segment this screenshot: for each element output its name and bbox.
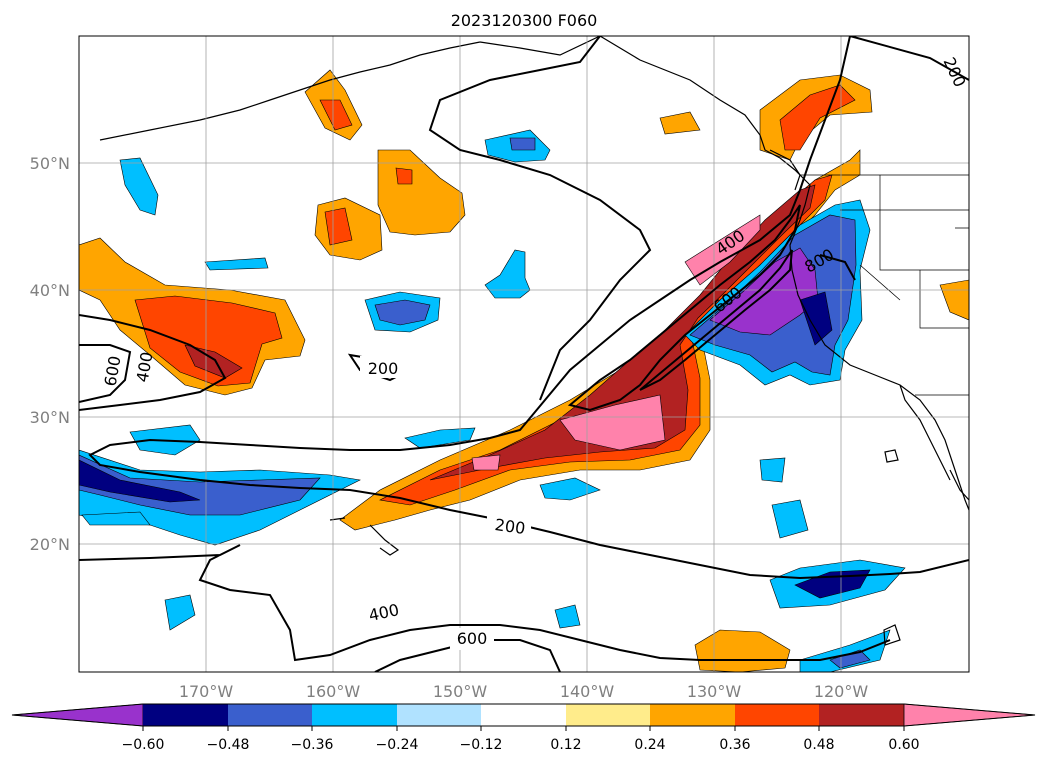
colorbar-tick-label: 0.36 [719, 737, 750, 753]
coastline-aleutians [99, 41, 481, 141]
coastline-baja [899, 384, 951, 481]
contour-400-west [79, 314, 227, 411]
contour-200-main [88, 36, 969, 580]
positive-region-river-max [559, 394, 666, 451]
border-states [840, 175, 969, 329]
lon-tick-label: 170°W [179, 682, 234, 701]
positive-region-river-max-north [684, 214, 761, 286]
negative-region-central-core [374, 299, 431, 326]
colorbar-segment [397, 704, 481, 726]
negative-region-north-core [509, 137, 536, 151]
lon-tick-label: 120°W [814, 682, 869, 701]
positive-region-gulf-core [395, 167, 413, 185]
colorbar-tick-label: 0.60 [888, 737, 919, 753]
coastline-south-islands [883, 624, 901, 646]
lat-tick-label: 50°N [30, 154, 70, 173]
negative-region-south-small-2 [539, 477, 601, 501]
colorbar-tick-label: −0.24 [376, 737, 419, 753]
contour-label: 600 [457, 629, 488, 648]
lat-tick-label: 20°N [30, 535, 70, 554]
colorbar-tick-label: −0.36 [291, 737, 334, 753]
colorbar-segment [481, 704, 566, 726]
lon-tick-label: 160°W [306, 682, 361, 701]
lat-tick-label: 30°N [30, 408, 70, 427]
positive-region-mid-core [324, 207, 353, 246]
negative-region-southwest-mid [79, 454, 321, 516]
colorbar-segment [819, 704, 904, 726]
lon-tick-label: 150°W [433, 682, 488, 701]
colorbar-segment [566, 704, 650, 726]
height-contours [79, 36, 969, 672]
contour-label: 200 [368, 359, 399, 378]
contour-600-west [79, 344, 132, 403]
contour-400-jet [567, 204, 801, 412]
negative-region-south-small-1 [759, 457, 786, 483]
colorbar-min-extension [11, 703, 144, 727]
colorbar-max-extension [903, 703, 1036, 727]
contour-600-jet [639, 249, 793, 391]
colorbar-segment [143, 704, 228, 726]
map-frame [78, 35, 970, 673]
coastline-mexico [949, 469, 969, 501]
map-title: 2023120300 F060 [451, 11, 598, 30]
negative-region-southwest-deep [79, 459, 201, 503]
colorbar-segment [228, 704, 312, 726]
colorbar-tick-label: 0.24 [634, 737, 665, 753]
shaded-field [79, 69, 969, 672]
positive-region-river-max-south [471, 454, 501, 471]
negative-region-ridge [484, 249, 531, 299]
colorbar: −0.60 −0.48 −0.36 −0.24 −0.12 0.12 0.24 … [11, 703, 1036, 753]
negative-region-south-core [794, 569, 871, 599]
map-panel: 200 200 200 400 400 400 600 600 600 800 [78, 35, 970, 673]
coastline-vancouver [769, 149, 801, 191]
colorbar-tick-label: −0.60 [122, 737, 165, 753]
axis-labels: 170°W 160°W 150°W 140°W 130°W 120°W 50°N… [30, 154, 869, 701]
positive-region-northeast-core [779, 84, 856, 151]
gridlines [79, 36, 969, 672]
coastline-east-lake [884, 449, 899, 463]
coastline-alaska [479, 36, 601, 56]
negative-region-south-minor [771, 499, 809, 539]
coastline-hawaii [329, 517, 400, 556]
lon-tick-label: 140°W [560, 682, 615, 701]
colorbar-tick-label: 0.48 [803, 737, 834, 753]
colorbar-segment [312, 704, 397, 726]
negative-region-northwest [119, 157, 159, 216]
positive-region-gulf-alaska [659, 111, 701, 135]
negative-region-streak [404, 427, 476, 449]
contour-200-north [428, 36, 652, 401]
colorbar-segment [650, 704, 735, 726]
colorbar-tick-label: 0.12 [550, 737, 581, 753]
colorbar-tick-label: −0.48 [207, 737, 250, 753]
negative-region-west-minor [81, 511, 151, 526]
negative-region-south-east [799, 629, 891, 672]
negative-region-south-small-3 [554, 604, 581, 629]
contour-400-south [79, 544, 891, 662]
colorbar-tick-label: −0.12 [460, 737, 503, 753]
negative-region-coast-dark [799, 291, 833, 346]
lon-tick-label: 130°W [687, 682, 742, 701]
political-borders [800, 174, 969, 396]
colorbar-segment [735, 704, 819, 726]
lat-tick-label: 40°N [30, 281, 70, 300]
positive-region-west-max [184, 344, 243, 379]
negative-region-southwest-small [164, 594, 196, 631]
positive-region-west-core [134, 295, 283, 387]
negative-region-strip [204, 257, 269, 271]
contour-label: 200 [494, 515, 527, 538]
contour-800-coast [819, 254, 856, 281]
